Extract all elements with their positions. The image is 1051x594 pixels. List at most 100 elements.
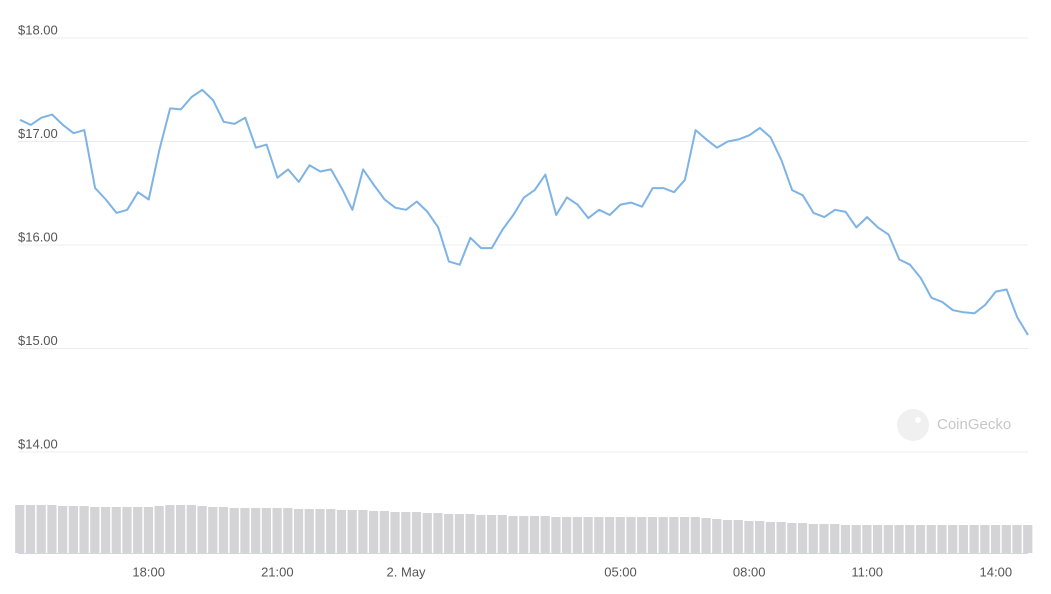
y-tick-label: $18.00	[18, 22, 58, 37]
volume-bar	[369, 511, 379, 553]
volume-bar	[347, 510, 357, 553]
volume-bar	[969, 525, 979, 553]
y-tick-label: $17.00	[18, 126, 58, 141]
volume-bar	[669, 517, 679, 553]
volume-bar	[379, 511, 389, 553]
volume-bar	[143, 507, 154, 553]
volume-bar	[819, 524, 829, 553]
volume-bar	[229, 508, 239, 553]
volume-bar	[519, 516, 529, 553]
volume-bar	[958, 525, 969, 553]
x-tick-label: 18:00	[132, 564, 165, 579]
volume-bar	[401, 512, 411, 553]
volume-bar	[444, 514, 454, 553]
volume-bar	[326, 509, 336, 553]
volume-bar	[637, 517, 647, 553]
volume-bar	[272, 508, 282, 553]
volume-bar	[154, 506, 164, 553]
volume-bar	[218, 507, 229, 553]
volume-bar	[486, 515, 497, 553]
volume-bar	[390, 512, 400, 553]
volume-bar	[293, 509, 304, 553]
volume-bar	[733, 520, 743, 553]
x-tick-label: 11:00	[851, 564, 883, 579]
y-tick-label: $15.00	[18, 333, 58, 348]
volume-bar	[15, 505, 25, 553]
volume-bar	[208, 507, 218, 553]
volume-bar	[465, 514, 475, 553]
volume-bar	[980, 525, 990, 553]
x-tick-label: 2. May	[387, 564, 427, 579]
volume-bar	[894, 525, 904, 553]
volume-bar	[454, 514, 465, 553]
volume-bar	[701, 518, 711, 553]
watermark-logo-eye	[915, 417, 921, 423]
volume-bar	[551, 517, 561, 553]
volume-bar	[261, 508, 271, 553]
volume-bar	[304, 509, 314, 553]
volume-bar	[540, 516, 550, 553]
volume-bar	[883, 525, 893, 553]
volume-bar	[497, 515, 507, 553]
y-tick-label: $14.00	[18, 436, 58, 451]
volume-bar	[1001, 525, 1011, 553]
volume-bar	[422, 513, 432, 553]
volume-bar	[604, 517, 615, 553]
x-tick-label: 21:00	[261, 564, 294, 579]
volume-bar	[111, 507, 121, 553]
volume-bar	[315, 509, 325, 553]
volume-bar	[787, 523, 797, 553]
volume-bar	[679, 517, 690, 553]
volume-bar	[175, 505, 186, 553]
volume-bar	[647, 517, 658, 553]
watermark: CoinGecko	[897, 409, 1011, 441]
volume-bar	[915, 525, 926, 553]
volume-bar	[25, 505, 36, 553]
watermark-text: CoinGecko	[937, 416, 1011, 433]
volume-bar	[197, 506, 207, 553]
volume-bar	[862, 525, 872, 553]
volume-bar	[905, 525, 915, 553]
volume-bar	[755, 521, 765, 553]
volume-bar	[133, 507, 143, 553]
volume-bar	[47, 505, 57, 553]
volume-bar	[594, 517, 604, 553]
volume-bar	[165, 505, 175, 553]
volume-bar	[765, 522, 775, 553]
volume-bar	[744, 521, 754, 553]
volume-bar	[722, 520, 733, 553]
volume-bar	[808, 524, 818, 553]
volume-bar	[712, 519, 722, 553]
watermark-logo	[897, 409, 929, 441]
volume-bar	[1012, 525, 1022, 553]
volume-bar	[626, 517, 636, 553]
volume-bar	[572, 517, 582, 553]
volume-bar	[948, 525, 958, 553]
volume-bar	[873, 525, 883, 553]
volume-bar	[562, 517, 572, 553]
volume-bar	[122, 507, 132, 553]
volume-bar	[690, 517, 700, 553]
volume-bar	[508, 516, 518, 553]
volume-bar	[433, 513, 443, 553]
volume-bar	[411, 512, 422, 553]
volume-bar	[251, 508, 261, 553]
volume-bar	[937, 525, 947, 553]
y-tick-label: $16.00	[18, 229, 58, 244]
volume-bar	[68, 506, 78, 553]
x-tick-label: 08:00	[733, 564, 766, 579]
volume-bar	[851, 525, 861, 553]
volume-bar	[990, 525, 1001, 553]
volume-bar	[336, 510, 347, 553]
volume-bar	[1023, 525, 1033, 553]
volume-bar	[79, 506, 89, 553]
volume-bar	[776, 522, 786, 553]
volume-bar	[840, 525, 851, 553]
volume-bar	[283, 508, 293, 553]
volume-bar	[58, 506, 68, 553]
price-line	[19, 88, 1029, 336]
volume-bar	[615, 517, 625, 553]
volume-bar	[476, 515, 486, 553]
volume-bar	[529, 516, 540, 553]
